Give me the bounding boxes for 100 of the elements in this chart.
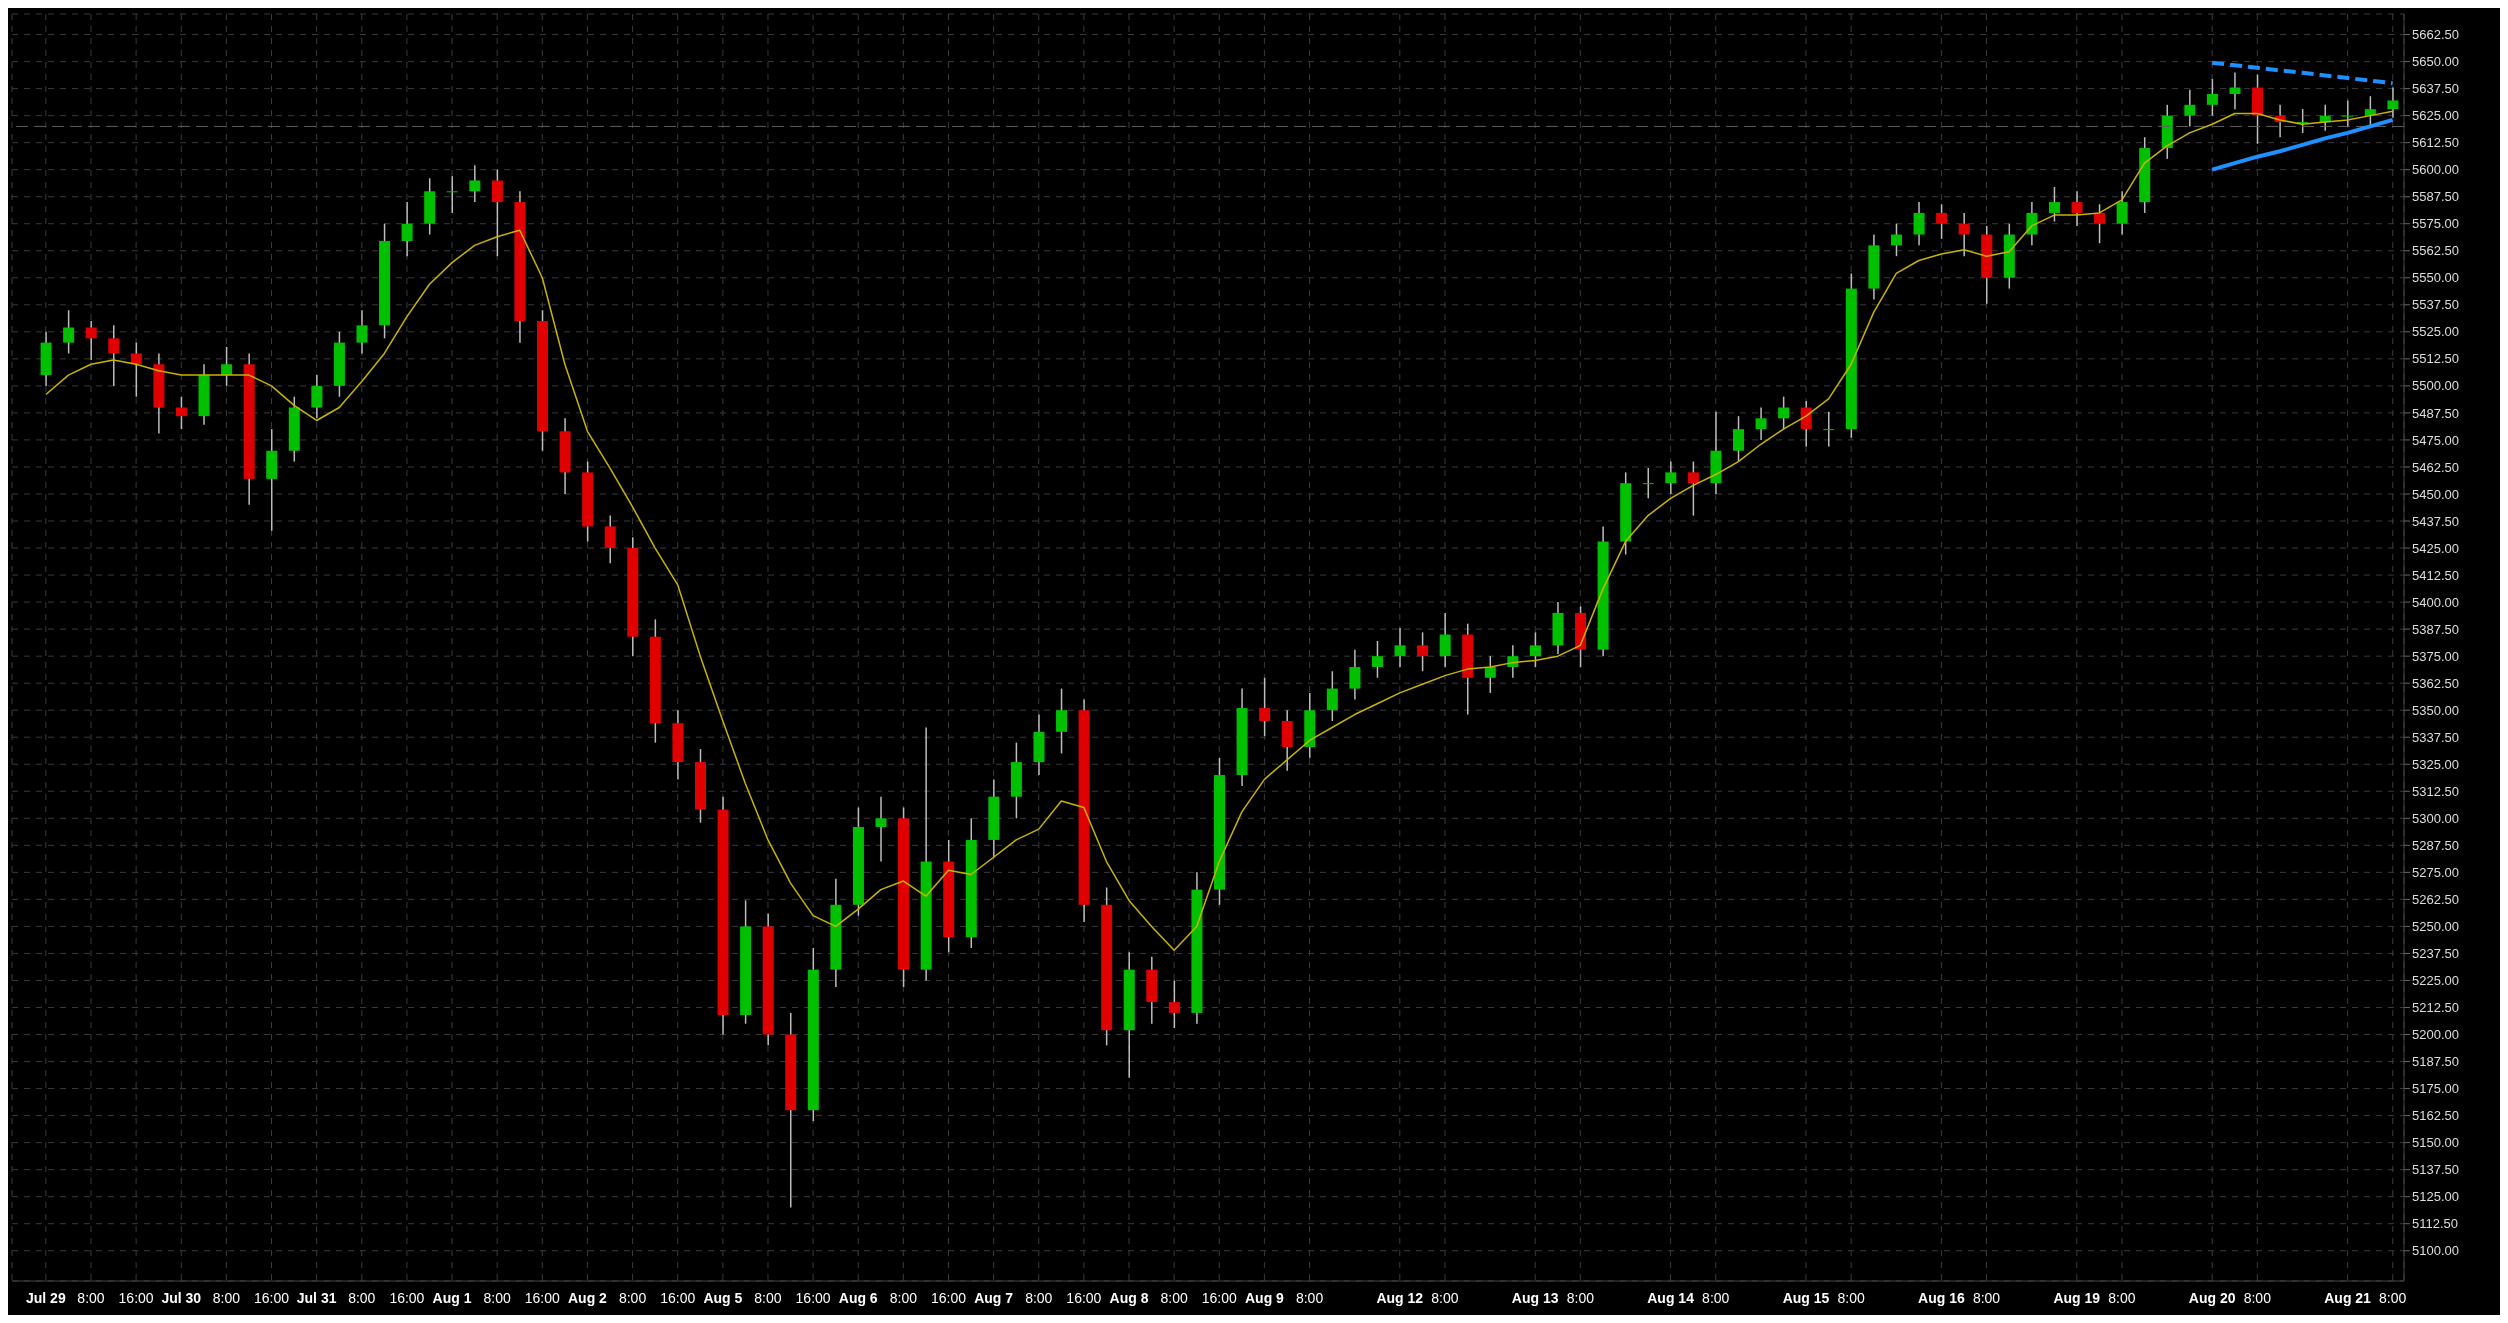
x-tick-label: Aug 7: [974, 1290, 1014, 1306]
x-tick-label: 8:00: [1702, 1290, 1730, 1306]
y-tick-label: 5425.00: [2412, 540, 2459, 556]
y-tick-label: 5437.50: [2412, 513, 2459, 529]
candlestick: [221, 346, 233, 387]
candlestick: [1936, 203, 1948, 240]
candlestick: [491, 168, 503, 257]
x-tick-label: 16:00: [253, 1290, 290, 1306]
x-tick-label: 16:00: [930, 1290, 967, 1306]
candlestick: [63, 309, 75, 355]
x-tick-label: Aug 19: [2053, 1290, 2101, 1306]
x-tick-label: Aug 1: [432, 1290, 472, 1306]
y-tick-label: 5350.00: [2412, 702, 2459, 718]
y-tick-label: 5275.00: [2412, 864, 2459, 880]
candlestick: [2026, 201, 2038, 247]
candlestick: [1642, 467, 1654, 500]
y-tick-label: 5537.50: [2412, 297, 2459, 313]
candlestick: [175, 395, 187, 430]
candlestick: [1326, 670, 1338, 722]
candlestick: [2387, 86, 2399, 119]
candlestick: [356, 309, 368, 355]
y-tick-label: 5312.50: [2412, 783, 2459, 799]
x-tick-label: 16:00: [660, 1290, 696, 1306]
candlestick: [1755, 406, 1767, 441]
candlestick: [1778, 395, 1790, 430]
x-tick-label: Jul 31: [296, 1290, 337, 1306]
y-tick-label: 5612.50: [2412, 135, 2459, 151]
y-tick-label: 5175.00: [2412, 1081, 2459, 1097]
x-tick-label: 8:00: [2108, 1290, 2136, 1306]
candlestick: [875, 795, 887, 863]
candlestick: [2048, 186, 2060, 223]
y-tick-label: 5412.50: [2412, 567, 2459, 583]
candlestick: [401, 201, 413, 257]
candlestick: [1439, 612, 1451, 668]
x-tick-label: 16:00: [795, 1290, 831, 1306]
candlestick: [2229, 71, 2241, 110]
candlestick: [2116, 190, 2128, 236]
x-tick-label: Aug 12: [1376, 1290, 1424, 1306]
x-tick-label: Aug 9: [1244, 1290, 1285, 1306]
x-tick-label: 16:00: [1201, 1290, 1238, 1306]
x-tick-label: Aug 8: [1109, 1290, 1149, 1306]
y-tick-label: 5525.00: [2412, 324, 2459, 340]
x-tick-label: 8:00: [889, 1290, 918, 1306]
y-tick-label: 5462.50: [2412, 459, 2459, 475]
y-tick-label: 5475.00: [2412, 432, 2459, 448]
x-tick-label: Aug 20: [2188, 1290, 2236, 1306]
candlestick: [108, 324, 120, 387]
x-tick-label: Jul 30: [161, 1290, 202, 1306]
candlestick: [2297, 108, 2309, 134]
candlestick: [2071, 190, 2083, 227]
y-tick-label: 5300.00: [2412, 810, 2459, 826]
x-tick-label: Aug 5: [703, 1290, 743, 1306]
x-tick-label: 8:00: [618, 1290, 647, 1306]
x-tick-label: 8:00: [2243, 1290, 2272, 1306]
y-tick-label: 5550.00: [2412, 270, 2459, 286]
x-tick-label: Aug 6: [838, 1290, 878, 1306]
candlestick: [311, 374, 323, 420]
y-tick-label: 5200.00: [2412, 1027, 2459, 1043]
line-series: [2210, 117, 2395, 172]
y-tick-label: 5500.00: [2412, 378, 2459, 394]
y-tick-label: 5187.50: [2412, 1054, 2459, 1070]
x-tick-label: Aug 14: [1647, 1290, 1695, 1306]
x-tick-label: 8:00: [1025, 1290, 1053, 1306]
x-tick-label: 8:00: [1837, 1290, 1865, 1306]
candlestick: [2206, 78, 2218, 117]
candlestick: [469, 164, 481, 203]
x-tick-label: 8:00: [2379, 1290, 2407, 1306]
y-tick-label: 5237.50: [2412, 946, 2459, 962]
y-tick-label: 5362.50: [2412, 675, 2459, 691]
y-tick-label: 5450.00: [2412, 486, 2459, 502]
candlestick: [1913, 201, 1925, 247]
x-tick-label: 8:00: [754, 1290, 782, 1306]
candlestick: [1417, 631, 1429, 673]
candlestick: [1371, 640, 1383, 679]
y-tick-label: 5625.00: [2412, 108, 2459, 124]
y-tick-label: 5487.50: [2412, 405, 2459, 421]
x-tick-label: Jul 29: [26, 1290, 66, 1306]
x-tick-label: 8:00: [77, 1290, 105, 1306]
candlestick: [2184, 88, 2196, 128]
y-tick-label: 5162.50: [2412, 1108, 2459, 1124]
candlestick: [1484, 655, 1496, 694]
y-tick-label: 5650.00: [2412, 54, 2459, 70]
candlestick: [1394, 627, 1406, 668]
candlestick: [2342, 99, 2354, 128]
x-tick-label: 8:00: [212, 1290, 241, 1306]
y-tick-label: 5137.50: [2412, 1162, 2459, 1178]
candlestick: [1958, 212, 1970, 257]
y-tick-label: 5512.50: [2412, 351, 2459, 367]
y-tick-label: 5387.50: [2412, 621, 2459, 637]
candlestick: [1687, 460, 1699, 517]
y-tick-label: 5225.00: [2412, 973, 2459, 989]
candlestick: [1056, 687, 1068, 755]
candlestick: [1665, 460, 1677, 495]
y-tick-label: 5250.00: [2412, 919, 2459, 935]
x-tick-label: 8:00: [1160, 1290, 1188, 1306]
candlestick: [1823, 411, 1835, 448]
candlestick: [1168, 979, 1180, 1029]
x-tick-label: 8:00: [1972, 1290, 2001, 1306]
y-tick-label: 5562.50: [2412, 243, 2459, 259]
candlestick: [1890, 222, 1902, 257]
